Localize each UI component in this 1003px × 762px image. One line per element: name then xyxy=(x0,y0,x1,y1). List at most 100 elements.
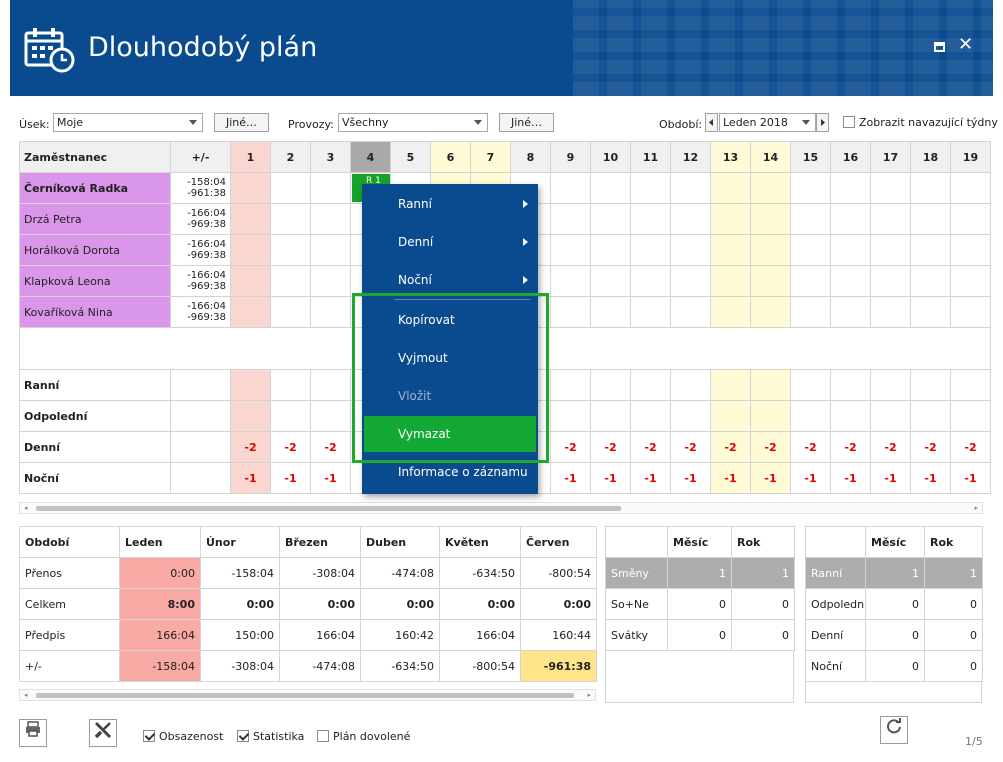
day-header[interactable]: 15 xyxy=(790,141,831,173)
day-cell[interactable] xyxy=(790,234,831,266)
employee-name[interactable]: Černíková Radka xyxy=(19,172,171,204)
scrollbar-thumb[interactable] xyxy=(36,506,621,511)
day-cell[interactable] xyxy=(750,265,791,297)
day-cell[interactable] xyxy=(910,203,951,235)
day-cell[interactable] xyxy=(550,296,591,328)
day-cell[interactable] xyxy=(670,172,711,204)
day-cell[interactable] xyxy=(230,203,271,235)
provozy-other-button[interactable]: Jiné… xyxy=(499,113,554,132)
day-cell[interactable] xyxy=(870,234,911,266)
day-header[interactable]: 11 xyxy=(630,141,671,173)
day-cell[interactable] xyxy=(590,296,631,328)
provozy-select[interactable]: Všechny xyxy=(338,113,488,132)
day-cell[interactable] xyxy=(910,296,951,328)
day-cell[interactable] xyxy=(630,172,671,204)
menu-item[interactable]: Noční xyxy=(362,262,538,298)
day-cell[interactable] xyxy=(550,203,591,235)
show-weeks-toggle[interactable]: Zobrazit navazující týdny xyxy=(843,116,998,129)
day-cell[interactable] xyxy=(750,203,791,235)
day-header[interactable]: 10 xyxy=(590,141,631,173)
day-cell[interactable] xyxy=(710,203,751,235)
plan-dovolene-checkbox[interactable] xyxy=(317,730,329,742)
day-cell[interactable] xyxy=(870,172,911,204)
day-cell[interactable] xyxy=(910,265,951,297)
day-cell[interactable] xyxy=(590,234,631,266)
day-cell[interactable] xyxy=(670,234,711,266)
day-cell[interactable] xyxy=(590,172,631,204)
day-cell[interactable] xyxy=(270,234,311,266)
employee-name[interactable]: Klapková Leona xyxy=(19,265,171,297)
day-cell[interactable] xyxy=(750,172,791,204)
day-cell[interactable] xyxy=(310,172,351,204)
day-cell[interactable] xyxy=(790,265,831,297)
usek-other-button[interactable]: Jiné… xyxy=(214,113,269,132)
day-header[interactable]: 18 xyxy=(910,141,951,173)
day-cell[interactable] xyxy=(670,265,711,297)
employee-name[interactable]: Drzá Petra xyxy=(19,203,171,235)
menu-item[interactable]: Vyjmout xyxy=(362,340,538,376)
maximize-icon[interactable] xyxy=(934,42,945,52)
day-cell[interactable] xyxy=(310,265,351,297)
menu-item[interactable]: Vložit xyxy=(362,378,538,414)
day-cell[interactable] xyxy=(230,234,271,266)
summary-horizontal-scrollbar[interactable]: ◂ ▸ xyxy=(19,689,596,701)
day-cell[interactable] xyxy=(230,265,271,297)
menu-item[interactable]: Informace o záznamu xyxy=(362,454,538,490)
menu-item[interactable]: Kopírovat xyxy=(362,302,538,338)
day-header[interactable]: 1 xyxy=(230,141,271,173)
print-button[interactable] xyxy=(19,719,47,747)
day-cell[interactable] xyxy=(710,234,751,266)
refresh-button[interactable] xyxy=(880,716,908,744)
day-cell[interactable] xyxy=(590,265,631,297)
obsazenost-toggle[interactable]: Obsazenost xyxy=(143,730,223,743)
menu-item[interactable]: Denní xyxy=(362,224,538,260)
day-cell[interactable] xyxy=(630,234,671,266)
employee-name[interactable]: Horálková Dorota xyxy=(19,234,171,266)
day-cell[interactable] xyxy=(710,265,751,297)
day-header[interactable]: 2 xyxy=(270,141,311,173)
day-cell[interactable] xyxy=(830,234,871,266)
show-weeks-checkbox[interactable] xyxy=(843,116,855,128)
day-cell[interactable] xyxy=(310,234,351,266)
day-header[interactable]: 12 xyxy=(670,141,711,173)
day-cell[interactable] xyxy=(630,265,671,297)
day-cell[interactable] xyxy=(950,234,991,266)
day-cell[interactable] xyxy=(870,265,911,297)
day-cell[interactable] xyxy=(270,172,311,204)
day-header[interactable]: 9 xyxy=(550,141,591,173)
day-cell[interactable] xyxy=(590,203,631,235)
day-cell[interactable] xyxy=(830,172,871,204)
day-cell[interactable] xyxy=(550,234,591,266)
day-cell[interactable] xyxy=(550,265,591,297)
day-header[interactable]: 4 xyxy=(350,141,391,173)
day-cell[interactable] xyxy=(950,203,991,235)
day-cell[interactable] xyxy=(910,172,951,204)
scroll-left-icon[interactable]: ◂ xyxy=(24,691,28,699)
prev-period-button[interactable] xyxy=(705,113,718,132)
day-cell[interactable] xyxy=(830,296,871,328)
menu-item[interactable]: Ranní xyxy=(362,186,538,222)
day-cell[interactable] xyxy=(310,296,351,328)
next-period-button[interactable] xyxy=(816,113,829,132)
day-cell[interactable] xyxy=(230,172,271,204)
day-cell[interactable] xyxy=(790,296,831,328)
day-header[interactable]: 8 xyxy=(510,141,551,173)
settings-button[interactable] xyxy=(89,719,117,747)
grid-horizontal-scrollbar[interactable]: ◂ ▸ xyxy=(19,502,983,514)
statistika-checkbox[interactable] xyxy=(237,730,249,742)
employee-column-header[interactable]: Zaměstnanec xyxy=(19,141,171,173)
obdobi-select[interactable]: Leden 2018 xyxy=(719,113,816,132)
day-cell[interactable] xyxy=(270,203,311,235)
day-cell[interactable] xyxy=(790,203,831,235)
day-header[interactable]: 19 xyxy=(950,141,991,173)
day-cell[interactable] xyxy=(230,296,271,328)
day-cell[interactable] xyxy=(550,172,591,204)
day-cell[interactable] xyxy=(750,296,791,328)
day-cell[interactable] xyxy=(870,296,911,328)
day-cell[interactable] xyxy=(790,172,831,204)
day-cell[interactable] xyxy=(950,172,991,204)
day-cell[interactable] xyxy=(270,265,311,297)
day-header[interactable]: 13 xyxy=(710,141,751,173)
employee-name[interactable]: Kovaříková Nina xyxy=(19,296,171,328)
day-cell[interactable] xyxy=(270,296,311,328)
